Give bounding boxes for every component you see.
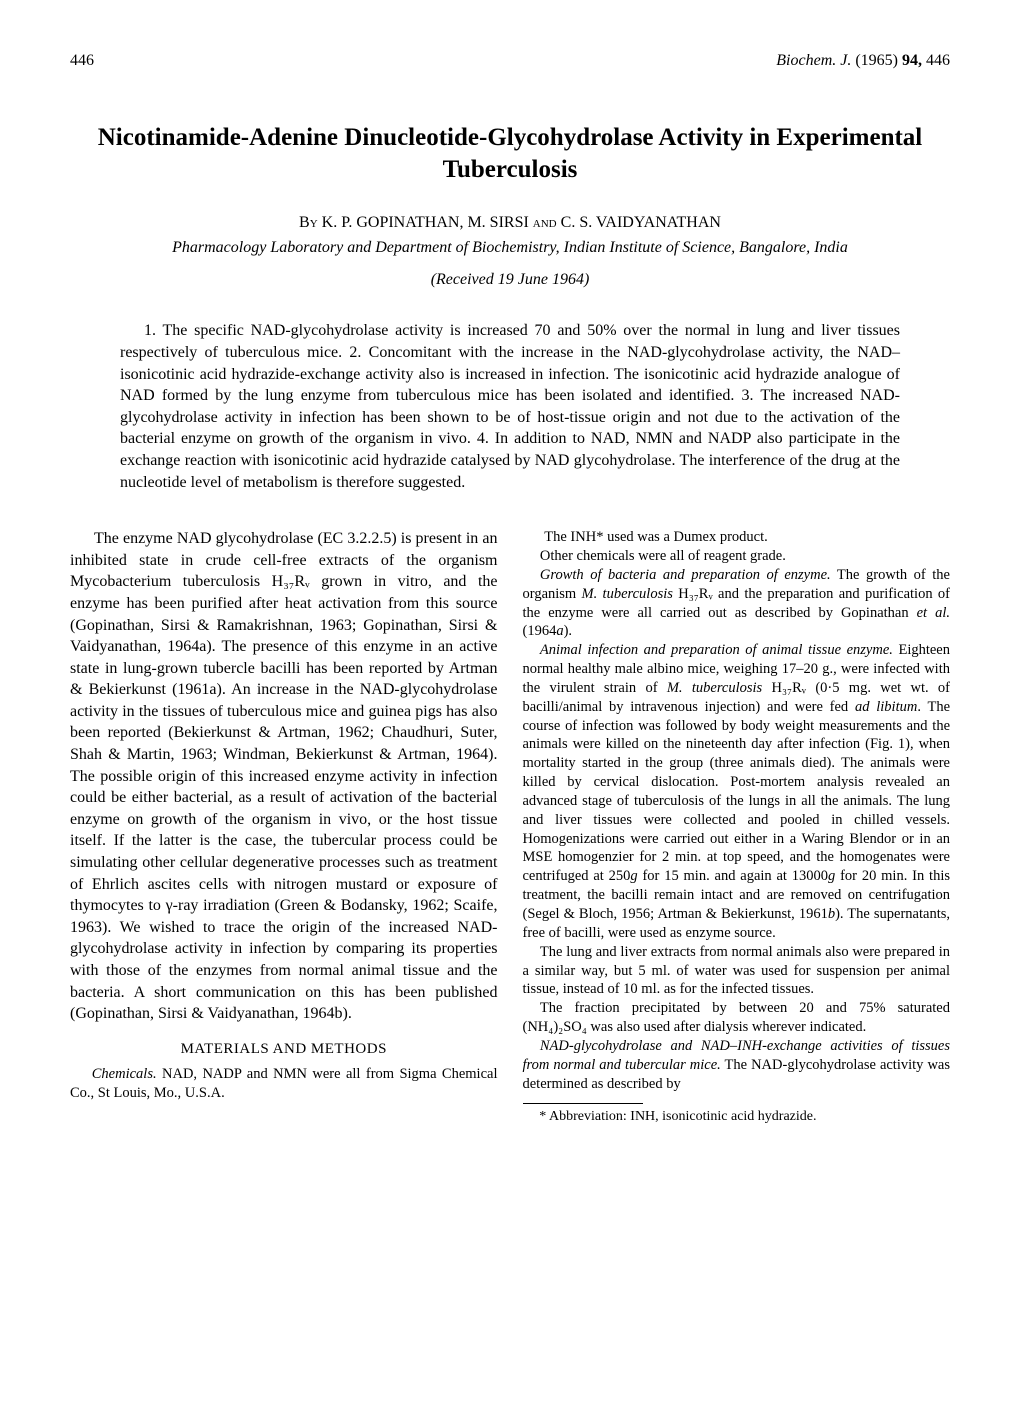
header-row: 446 Biochem. J. (1965) 94, 446 [70, 50, 950, 72]
activities-paragraph: NAD-glycohydrolase and NAD–INH-exchange … [523, 1037, 951, 1094]
methods-heading: MATERIALS AND METHODS [70, 1039, 498, 1059]
intro-paragraph: The enzyme NAD glycohydrolase (EC 3.2.2.… [70, 528, 498, 1025]
affiliation: Pharmacology Laboratory and Department o… [70, 237, 950, 259]
animal-infection: Animal infection and preparation of anim… [523, 641, 951, 943]
abstract: 1. The specific NAD-glycohydrolase activ… [120, 320, 900, 493]
inh-source: The INH* used was a Dumex product. [523, 528, 951, 547]
right-column: The INH* used was a Dumex product. Other… [523, 528, 951, 1127]
fraction-precipitated: The fraction precipitated by between 20 … [523, 999, 951, 1037]
other-chemicals: Other chemicals were all of reagent grad… [523, 547, 951, 566]
received-date: (Received 19 June 1964) [70, 269, 950, 291]
footnote: * Abbreviation: INH, isonicotinic acid h… [523, 1108, 951, 1126]
two-column-body: The enzyme NAD glycohydrolase (EC 3.2.2.… [70, 528, 950, 1127]
article-title: Nicotinamide-Adenine Dinucleotide-Glycoh… [70, 122, 950, 187]
normal-extracts: The lung and liver extracts from normal … [523, 943, 951, 1000]
left-column: The enzyme NAD glycohydrolase (EC 3.2.2.… [70, 528, 498, 1127]
authors: By K. P. GOPINATHAN, M. SIRSI and C. S. … [70, 212, 950, 234]
methods-left: Chemicals. NAD, NADP and NMN were all fr… [70, 1065, 498, 1103]
abstract-text: 1. The specific NAD-glycohydrolase activ… [120, 320, 900, 493]
footnote-rule [523, 1103, 643, 1104]
journal-reference: Biochem. J. (1965) 94, 446 [776, 50, 950, 72]
page-number: 446 [70, 50, 94, 72]
chemicals-paragraph: Chemicals. NAD, NADP and NMN were all fr… [70, 1065, 498, 1103]
growth-bacteria: Growth of bacteria and preparation of en… [523, 566, 951, 641]
